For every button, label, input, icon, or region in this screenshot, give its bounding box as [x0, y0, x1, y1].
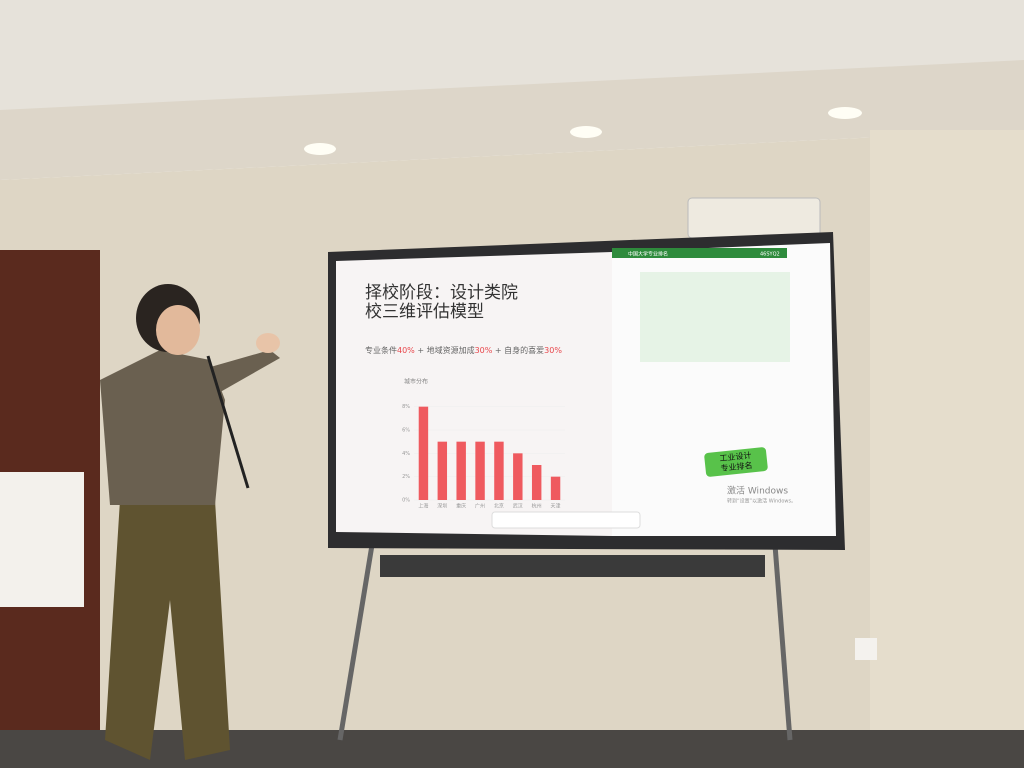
- y-tick-label: 4%: [402, 451, 410, 457]
- ceiling-beam: [0, 60, 1024, 180]
- slide-title: 择校阶段：设计类院: [365, 283, 518, 303]
- floor: [0, 730, 1024, 768]
- ceiling-light: [828, 107, 862, 119]
- bar: [437, 441, 448, 500]
- wall-clock: [687, 197, 821, 239]
- bar: [418, 406, 429, 500]
- hand: [256, 333, 280, 353]
- face: [156, 305, 200, 355]
- y-tick-label: 0%: [402, 498, 410, 504]
- toolbar: [491, 511, 641, 529]
- formula-weight: 30%: [475, 346, 493, 355]
- soundbar: [380, 555, 765, 577]
- slide-screen: [336, 252, 612, 536]
- formula-part: + 自身的喜爱: [492, 345, 544, 355]
- bar: [494, 441, 504, 500]
- x-tick-label: 上海: [418, 503, 428, 510]
- trousers: [105, 500, 230, 760]
- wall-pillar: [870, 130, 1024, 750]
- formula: 专业条件40% + 地域资源加成30% + 自身的喜爱30%: [365, 345, 562, 355]
- stand-leg: [337, 544, 375, 741]
- slide-title: 校三维评估模型: [365, 302, 484, 322]
- whiteboard: [0, 472, 84, 607]
- x-tick-label: 杭州: [532, 503, 542, 510]
- ceiling-light: [570, 126, 602, 138]
- bar: [456, 441, 466, 500]
- arm: [200, 350, 280, 395]
- stand-leg: [772, 544, 793, 741]
- ceiling-light: [304, 143, 336, 155]
- chart: 0% 2% 4% 6% 8% 上海 深圳 重庆 广州 北京 武汉 杭州 天津: [402, 404, 565, 510]
- ranking-rows: [640, 272, 790, 362]
- bar: [531, 465, 542, 500]
- formula-weight: 40%: [397, 346, 415, 355]
- badge-line: 专业排名: [720, 460, 753, 473]
- shirt: [100, 350, 225, 505]
- x-tick-label: 广州: [475, 503, 485, 510]
- watermark-note: 转到“设置”以激活 Windows。: [727, 498, 796, 505]
- x-tick-label: 北京: [494, 503, 504, 510]
- x-tick-label: 天津: [551, 503, 561, 510]
- y-tick-label: 6%: [402, 428, 410, 434]
- y-tick-label: 2%: [402, 474, 410, 480]
- microphone: [206, 355, 250, 489]
- formula-part: + 地域资源加成: [415, 345, 475, 355]
- presenter: [100, 284, 280, 760]
- ranking-header-bar: [612, 248, 787, 258]
- badge-line: 工业设计: [719, 450, 752, 463]
- formula-weight: 30%: [544, 346, 562, 355]
- x-tick-label: 深圳: [437, 503, 447, 510]
- y-tick-label: 8%: [402, 404, 410, 410]
- x-tick-label: 重庆: [456, 503, 466, 510]
- watermark-title: 激活 Windows: [727, 485, 788, 497]
- ranking-top-block: [640, 272, 790, 362]
- x-tick-label: 武汉: [513, 503, 523, 510]
- ranking-code: 46SYQ2: [760, 252, 780, 258]
- chart-title: 城市分布: [404, 378, 428, 386]
- power-socket: [855, 638, 877, 660]
- bar: [513, 453, 523, 500]
- bar: [550, 476, 561, 500]
- ranking-header: 中国大学专业排名: [628, 251, 668, 258]
- badge: [704, 447, 768, 477]
- formula-part: 专业条件: [365, 345, 397, 355]
- bar: [475, 441, 485, 500]
